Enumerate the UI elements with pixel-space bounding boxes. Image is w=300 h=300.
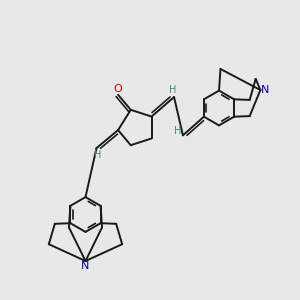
Text: O: O (113, 84, 122, 94)
Text: N: N (81, 261, 90, 271)
Text: H: H (174, 126, 181, 136)
Text: N: N (260, 85, 269, 95)
Text: H: H (169, 85, 176, 95)
Text: H: H (94, 150, 102, 160)
